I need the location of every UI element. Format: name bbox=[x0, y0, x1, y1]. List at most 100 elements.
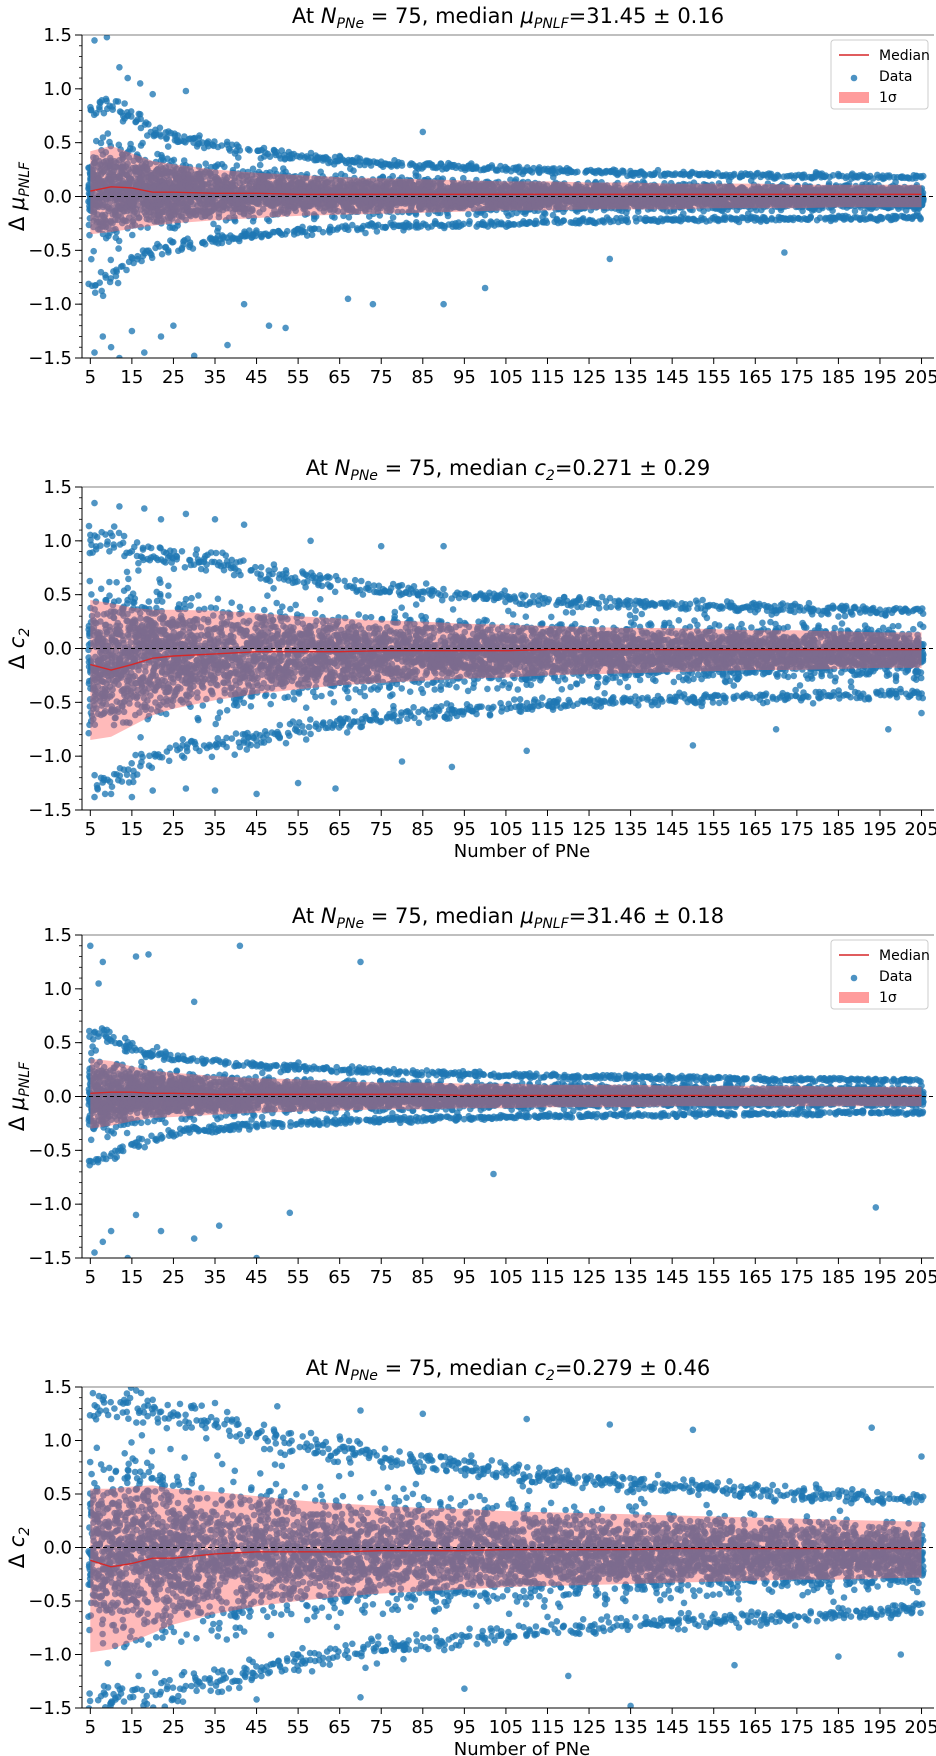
data-point bbox=[308, 231, 316, 239]
data-point bbox=[223, 176, 230, 184]
data-point bbox=[250, 214, 258, 222]
data-point bbox=[131, 221, 139, 229]
data-point bbox=[255, 200, 263, 208]
data-point bbox=[560, 217, 568, 224]
data-point bbox=[502, 163, 509, 171]
data-point bbox=[319, 228, 327, 236]
data-point bbox=[102, 149, 110, 156]
data-point bbox=[181, 237, 188, 244]
data-point bbox=[210, 220, 217, 228]
data-point bbox=[233, 162, 241, 169]
data-point bbox=[248, 205, 256, 213]
data-point bbox=[139, 252, 147, 260]
data-point bbox=[265, 217, 273, 225]
data-point bbox=[252, 232, 259, 240]
data-point bbox=[137, 223, 144, 231]
data-point bbox=[168, 239, 176, 246]
data-point bbox=[139, 192, 147, 199]
data-point bbox=[181, 193, 188, 201]
data-point bbox=[215, 213, 223, 221]
data-point bbox=[218, 142, 225, 149]
data-point bbox=[579, 215, 587, 222]
data-point bbox=[340, 212, 347, 220]
data-point bbox=[249, 165, 257, 173]
data-point bbox=[348, 204, 355, 212]
data-point bbox=[104, 130, 112, 137]
data-point bbox=[195, 163, 203, 170]
data-point bbox=[303, 171, 311, 178]
data-point bbox=[466, 218, 473, 225]
data-point bbox=[143, 247, 150, 255]
data-point bbox=[158, 250, 166, 258]
data-point bbox=[105, 224, 112, 231]
data-point bbox=[218, 239, 226, 247]
data-point bbox=[129, 231, 136, 239]
data-point bbox=[123, 266, 130, 274]
data-point bbox=[90, 154, 97, 161]
data-point bbox=[152, 158, 160, 166]
data-point bbox=[273, 148, 280, 156]
data-point bbox=[319, 173, 327, 180]
data-point bbox=[465, 210, 472, 218]
data-point bbox=[101, 211, 109, 219]
data-point bbox=[334, 207, 342, 215]
data-point bbox=[331, 214, 338, 221]
data-point bbox=[212, 169, 219, 176]
data-point bbox=[389, 214, 397, 221]
data-point bbox=[157, 133, 165, 140]
data-point bbox=[345, 226, 352, 234]
data-point bbox=[113, 266, 120, 274]
data-point bbox=[160, 176, 168, 184]
data-point bbox=[96, 279, 103, 287]
data-point bbox=[269, 228, 277, 236]
data-point bbox=[256, 161, 264, 169]
data-point bbox=[115, 141, 123, 149]
data-point bbox=[139, 139, 146, 147]
data-point bbox=[347, 165, 354, 173]
data-point bbox=[169, 224, 176, 231]
data-point bbox=[168, 157, 175, 165]
data-point bbox=[169, 215, 176, 222]
data-point bbox=[156, 243, 163, 250]
data-point bbox=[119, 262, 126, 270]
data-point bbox=[158, 151, 165, 159]
data-point bbox=[235, 192, 242, 200]
data-point bbox=[99, 169, 106, 176]
data-point bbox=[276, 229, 284, 237]
data-point bbox=[327, 176, 335, 183]
data-point bbox=[624, 218, 632, 226]
data-point bbox=[289, 179, 296, 187]
data-point bbox=[228, 141, 236, 149]
data-point bbox=[148, 213, 155, 221]
data-point bbox=[236, 147, 244, 154]
data-point bbox=[88, 255, 95, 263]
data-point bbox=[156, 212, 163, 220]
data-point bbox=[619, 167, 626, 174]
data-point bbox=[225, 214, 233, 222]
data-point bbox=[431, 218, 439, 225]
data-point bbox=[206, 179, 214, 187]
data-point bbox=[135, 110, 143, 118]
data-point bbox=[297, 179, 304, 187]
data-point bbox=[293, 196, 300, 204]
data-point bbox=[148, 254, 156, 262]
data-point bbox=[182, 216, 189, 224]
data-point bbox=[128, 113, 135, 120]
data-point bbox=[285, 208, 292, 215]
data-point bbox=[372, 222, 380, 230]
data-point bbox=[269, 211, 277, 218]
data-point bbox=[174, 222, 181, 229]
data-point bbox=[231, 214, 238, 221]
data-point bbox=[531, 220, 538, 228]
data-point bbox=[90, 196, 97, 203]
data-point bbox=[345, 214, 353, 221]
data-point bbox=[102, 274, 110, 281]
data-point bbox=[165, 249, 172, 256]
data-point bbox=[109, 103, 116, 110]
data-point bbox=[178, 246, 185, 253]
data-point bbox=[301, 228, 309, 236]
data-point bbox=[221, 163, 228, 171]
data-point bbox=[362, 229, 369, 237]
data-point bbox=[314, 175, 321, 183]
